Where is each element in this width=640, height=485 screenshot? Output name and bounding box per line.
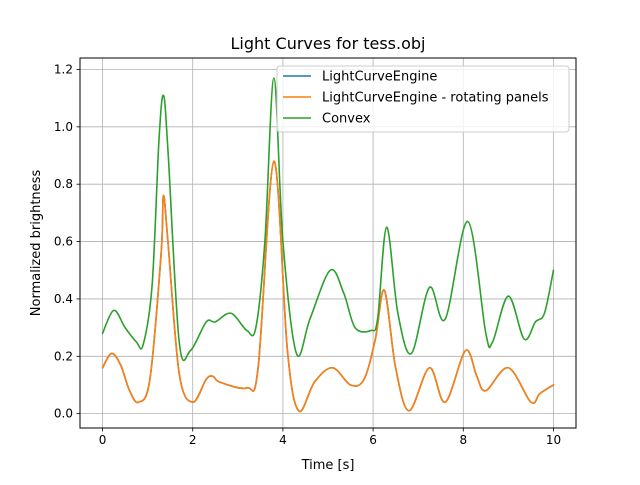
x-tick-label: 8 [459,433,467,447]
y-axis-label: Normalized brightness [29,170,44,317]
y-tick-label: 0.2 [54,349,73,363]
x-tick-label: 4 [279,433,287,447]
y-tick-label: 0.6 [54,235,73,249]
legend-box [276,65,570,133]
y-tick-label: 1.0 [54,120,73,134]
legend-label-1: LightCurveEngine [322,70,437,85]
series-line-2 [101,160,555,413]
y-tick-label: 0.4 [54,292,73,306]
series-layer [101,77,555,413]
plot-frame [79,57,577,429]
y-tick-label: 1.2 [54,62,73,76]
series-line-3 [101,77,555,362]
legend-label-2: LightCurveEngine - rotating panels [322,91,549,106]
chart-title: Light Curves for tess.obj [231,34,426,53]
axes: 0 2 4 6 8 10 0.0 0.2 0.4 0.6 0.8 1.0 1.2 [54,62,561,447]
x-axis-label: Time [s] [301,458,355,473]
x-tick-label: 2 [189,433,197,447]
legend: LightCurveEngine LightCurveEngine - rotat… [276,65,570,133]
x-tick-label: 10 [546,433,561,447]
y-tick-label: 0.8 [54,177,73,191]
x-tick-label: 0 [99,433,107,447]
x-tick-label: 6 [369,433,377,447]
legend-label-3: Convex [322,112,371,127]
y-tick-label: 0.0 [54,407,73,421]
